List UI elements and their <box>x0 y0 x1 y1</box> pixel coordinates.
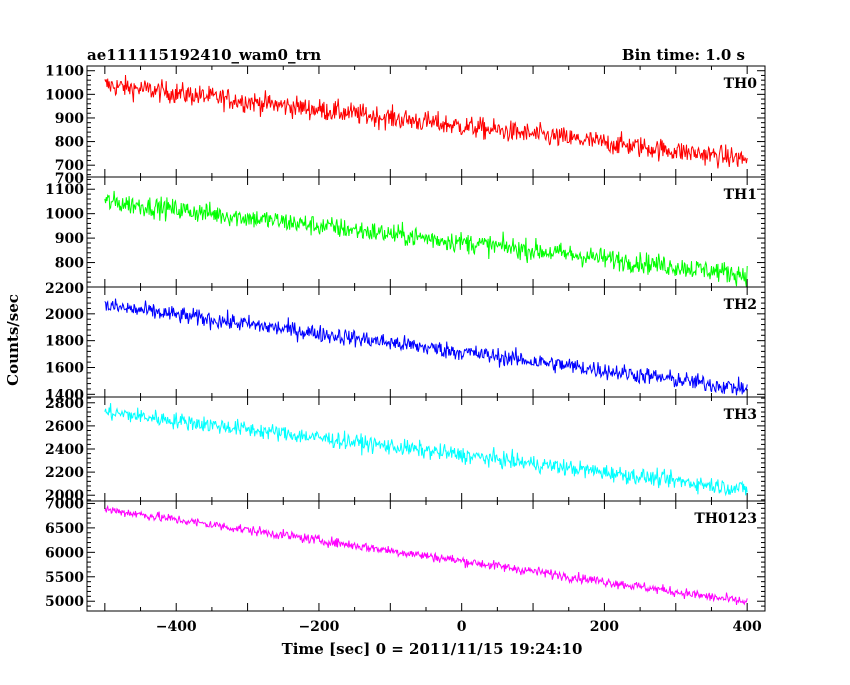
y-tick-label: 700 <box>55 158 84 174</box>
x-tick-label: 200 <box>590 619 619 635</box>
y-axis-label: Counts/sec <box>4 294 22 386</box>
y-tick-label: 2800 <box>45 396 84 412</box>
x-axis-label: Time [sec] 0 = 2011/11/15 19:24:10 <box>282 640 583 658</box>
y-tick-label: 2200 <box>45 281 84 297</box>
y-tick-label: 1800 <box>45 334 84 350</box>
y-tick-label: 2400 <box>45 442 84 458</box>
y-tick-label: 1400 <box>45 387 84 403</box>
y-tick-label: 800 <box>55 135 84 151</box>
y-tick-label: 7000 <box>45 496 84 512</box>
panel-label-th2: TH2 <box>724 297 757 313</box>
y-tick-label: 6000 <box>45 545 84 561</box>
x-tick-label: −400 <box>156 619 197 635</box>
y-tick-label: 2000 <box>45 488 84 504</box>
series-line-th3 <box>104 403 748 497</box>
y-tick-label: 900 <box>55 111 84 127</box>
x-tick-label: 0 <box>457 619 467 635</box>
y-tick-label: 1000 <box>45 87 84 103</box>
y-tick-label: 700 <box>55 171 84 187</box>
y-tick-label: 900 <box>55 231 84 247</box>
y-tick-label: 6500 <box>45 521 84 537</box>
y-tick-label: 1000 <box>45 207 84 223</box>
y-tick-label: 2000 <box>45 307 84 323</box>
panel-label-th1: TH1 <box>724 187 757 203</box>
y-tick-label: 1600 <box>45 360 84 376</box>
y-tick-label: 800 <box>55 256 84 272</box>
series-line-th2 <box>104 298 748 396</box>
series-line-th0123 <box>104 504 748 606</box>
y-tick-label: 1100 <box>45 64 84 80</box>
panel-frame <box>86 176 766 288</box>
y-tick-label: 1100 <box>45 182 84 198</box>
y-tick-label: 5500 <box>45 570 84 586</box>
series-line-th0 <box>104 74 748 169</box>
y-tick-label: 5000 <box>45 594 84 610</box>
y-tick-label: 2600 <box>45 419 84 435</box>
chart-title: ae111115192410_wam0_trn <box>87 46 321 64</box>
panel-th0: 700 800 900 1000 1100 TH0 <box>45 64 766 178</box>
panel-label-th0: TH0 <box>724 76 758 92</box>
series-line-th1 <box>104 190 748 287</box>
panels-group: 70080090010001100TH080090010001100700TH1… <box>45 64 766 635</box>
y-tick-label: 2200 <box>45 465 84 481</box>
x-tick-label: 400 <box>733 619 762 635</box>
panel-th3: 2000 2200 2400 2600 2800 TH3 <box>45 396 766 504</box>
x-tick-label: −200 <box>298 619 339 635</box>
panel-label-th3: TH3 <box>724 407 757 423</box>
chart-subtitle: Bin time: 1.0 s <box>622 46 745 64</box>
panel-th0123: 5000 5500 6000 6500 7000 TH0123 <box>45 496 766 612</box>
panel-label-th0123: TH0123 <box>694 511 757 527</box>
panel-th2: 1400 1600 1800 2000 2200 TH2 <box>45 281 766 403</box>
panel-frame <box>86 286 766 398</box>
